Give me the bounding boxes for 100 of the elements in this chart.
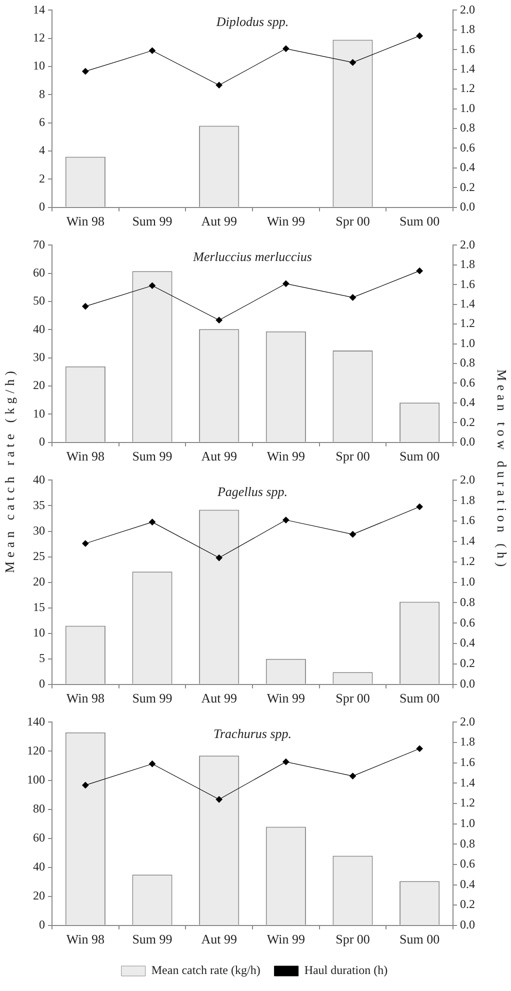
x-tick-label: Sum 00	[400, 214, 440, 229]
y2-tick-label: 0.2	[460, 180, 475, 194]
y-tick-label: 2	[39, 171, 45, 186]
y-tick-label: 5	[39, 651, 45, 666]
y2-tick-label: 0.8	[460, 356, 475, 370]
chart-title: Merluccius merluccius	[192, 249, 312, 264]
point	[148, 518, 156, 526]
point	[82, 303, 89, 310]
y-tick-label: 60	[33, 266, 45, 280]
point	[416, 32, 423, 40]
y-tick-label: 30	[33, 523, 45, 538]
point	[416, 268, 423, 274]
y2-tick-label: 0.8	[460, 594, 475, 609]
chart-title: Pagellus spp.	[216, 484, 288, 500]
point	[82, 68, 89, 75]
y2-tick-label: 0.2	[460, 414, 475, 429]
y-tick-label: 0	[39, 200, 45, 214]
x-tick-label: Sum 99	[132, 690, 172, 706]
y-tick-label: 25	[33, 548, 45, 563]
point	[216, 316, 222, 324]
y2-tick-label: 2.0	[460, 237, 475, 252]
y-tick-label: 6	[39, 115, 45, 130]
x-tick-label: Sum 00	[400, 690, 440, 706]
y-tick-label: 4	[39, 143, 45, 158]
y-tick-label: 0	[39, 918, 45, 932]
point	[282, 516, 290, 524]
y-tick-label: 100	[27, 772, 45, 786]
y-tick-label: 8	[39, 86, 45, 101]
y2-tick-label: 0.6	[460, 615, 475, 630]
x-tick-label: Sum 00	[400, 932, 440, 947]
y-tick-label: 50	[33, 294, 45, 308]
x-tick-label: Win 99	[266, 448, 305, 464]
x-tick-label: Spr 00	[336, 448, 370, 464]
y-tick-label: 0	[39, 434, 45, 449]
y2-tick-label: 0.8	[460, 836, 475, 850]
y2-tick-label: 0.2	[460, 897, 475, 912]
y2-tick-label: 1.4	[460, 62, 475, 76]
y2-tick-label: 0.0	[460, 200, 475, 214]
y2-tick-label: 1.0	[460, 574, 475, 588]
y2-tick-label: 0.6	[460, 375, 475, 390]
y2-tick-label: 0.4	[460, 160, 475, 174]
y2-tick-label: 1.8	[460, 257, 475, 272]
y2-tick-label: 1.0	[460, 100, 475, 115]
y-tick-label: 40	[33, 860, 45, 874]
y-tick-label: 140	[27, 714, 45, 728]
x-tick-label: Win 98	[66, 690, 104, 706]
y2-tick-label: 0.4	[460, 395, 475, 410]
y-tick-label: 20	[33, 888, 45, 903]
y2-tick-label: 1.2	[460, 81, 475, 96]
y2-tick-label: 1.6	[460, 276, 475, 291]
y2-tick-label: 0.0	[460, 918, 475, 932]
x-tick-label: Aut 99	[201, 690, 237, 706]
y2-tick-label: 1.4	[460, 534, 475, 548]
y-tick-label: 40	[33, 322, 45, 336]
y2-tick-label: 0.2	[460, 656, 475, 670]
point	[282, 45, 290, 52]
y2-tick-label: 1.8	[460, 492, 475, 507]
point	[349, 772, 356, 780]
y2-tick-label: 1.0	[460, 816, 475, 830]
x-tick-label: Win 98	[66, 448, 104, 464]
y2-tick-label: 1.2	[460, 316, 475, 330]
y2-tick-label: 1.8	[460, 734, 475, 749]
x-tick-label: Aut 99	[201, 214, 237, 229]
point	[82, 540, 89, 547]
y2-tick-label: 2.0	[460, 714, 475, 728]
y2-tick-label: 1.8	[460, 22, 475, 36]
y2-tick-label: 1.4	[460, 296, 475, 311]
x-tick-label: Win 99	[266, 690, 305, 706]
point	[416, 745, 423, 752]
y2-tick-label: 0.6	[460, 856, 475, 871]
y-tick-label: 35	[33, 498, 45, 512]
y-tick-label: 15	[33, 600, 45, 614]
y2-tick-label: 1.6	[460, 513, 475, 528]
point	[148, 760, 156, 768]
x-tick-label: Aut 99	[201, 448, 237, 464]
y2-tick-label: 0.8	[460, 120, 475, 135]
y2-tick-label: 1.2	[460, 796, 475, 810]
y2-tick-label: 0.6	[460, 140, 475, 154]
y-tick-label: 14	[33, 2, 45, 16]
y-tick-label: 30	[33, 350, 45, 364]
y2-tick-label: 0.0	[460, 434, 475, 449]
y2-tick-label: 1.2	[460, 554, 475, 568]
point	[148, 282, 156, 289]
point	[216, 82, 222, 88]
y2-tick-label: 0.4	[460, 636, 475, 650]
point	[148, 47, 156, 54]
y2-tick-label: 1.6	[460, 754, 475, 769]
y2-tick-label: 1.0	[460, 336, 475, 350]
x-tick-label: Win 99	[266, 932, 305, 947]
point	[349, 531, 356, 538]
point	[416, 503, 423, 510]
y-tick-label: 10	[33, 58, 45, 73]
y-tick-label: 20	[33, 574, 45, 588]
y-axis-title: Mean catch rate (kg/h)	[2, 366, 18, 574]
x-tick-label: Win 99	[266, 214, 305, 229]
y-tick-label: 20	[33, 378, 45, 392]
x-tick-label: Sum 99	[132, 214, 172, 229]
x-tick-label: Sum 99	[132, 932, 172, 947]
y-tick-label: 80	[33, 801, 45, 816]
y-tick-label: 40	[33, 472, 45, 486]
